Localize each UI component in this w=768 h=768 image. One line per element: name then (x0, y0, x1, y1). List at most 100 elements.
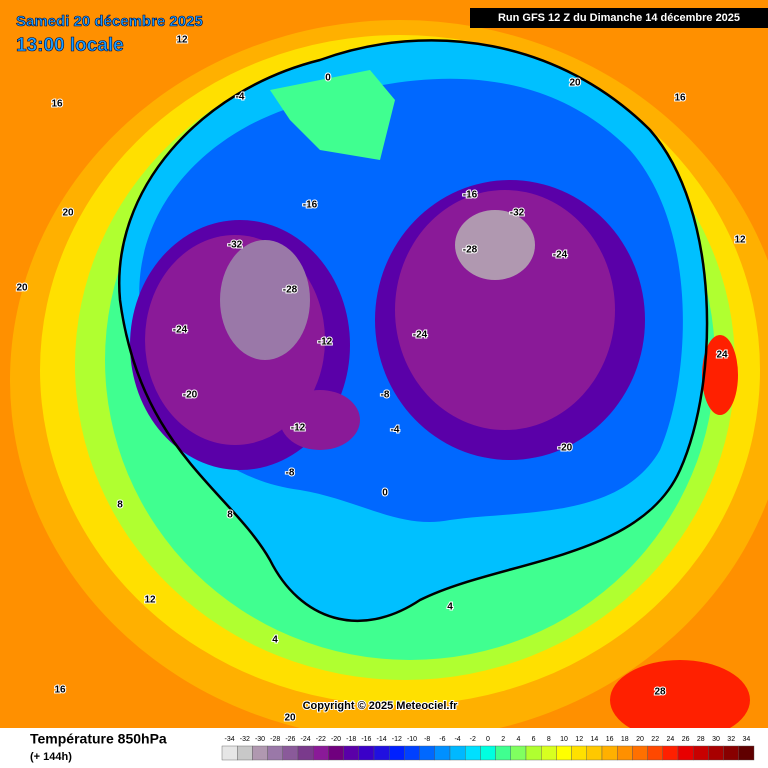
contour-label: -8 (286, 468, 295, 479)
legend-label: -28 (270, 736, 280, 743)
contour-label: 28 (654, 687, 666, 698)
legend-label: 24 (667, 736, 675, 743)
legend-swatch (267, 745, 284, 761)
legend-label: -24 (301, 736, 311, 743)
legend-swatch (313, 745, 329, 761)
contour-label: -24 (173, 325, 188, 336)
contour-label: 16 (51, 99, 63, 110)
legend-swatch (571, 745, 587, 761)
legend-swatch (556, 745, 572, 761)
legend-label: 26 (682, 736, 690, 743)
legend-swatch (632, 745, 648, 761)
legend-label: 14 (591, 736, 599, 743)
contour-label: 4 (272, 635, 278, 646)
legend-label: 16 (606, 736, 614, 743)
legend-label: 34 (743, 736, 751, 743)
legend-swatch (328, 745, 344, 761)
legend-swatch (510, 745, 527, 761)
legend-swatch (282, 745, 299, 761)
legend-swatch (449, 745, 466, 761)
contour-label: 20 (16, 283, 28, 294)
legend-label: -8 (424, 736, 430, 743)
contour-label: 20 (284, 713, 296, 724)
legend-swatch (465, 745, 481, 761)
legend-swatch (723, 745, 739, 761)
legend-swatch (343, 745, 360, 761)
contour-label: -8 (381, 390, 390, 401)
legend-swatch (693, 745, 709, 761)
legend-label: 2 (501, 736, 505, 743)
legend-label: -32 (240, 736, 250, 743)
legend-label: 32 (727, 736, 735, 743)
legend-label: -34 (225, 736, 235, 743)
legend-label: 4 (516, 736, 520, 743)
contour-labels: 0 -4 12 16 20 20 -24 -32 -28 -20 -12 -16 -24 -28 -32 -1… (15, 34, 747, 725)
legend-swatch (525, 745, 542, 761)
legend-label: -10 (407, 736, 417, 743)
legend-swatch (647, 745, 663, 761)
contour-label: -24 (553, 250, 568, 261)
legend-label: 8 (547, 736, 551, 743)
contour-label: -4 (391, 425, 400, 436)
footer-title: Température 850hPa (30, 731, 167, 747)
legend-label: -4 (454, 736, 460, 743)
iso-area (455, 210, 535, 280)
legend-label: 20 (636, 736, 644, 743)
contour-label: 12 (734, 235, 746, 246)
legend-swatch (586, 745, 603, 761)
contour-label: -32 (510, 208, 525, 219)
contour-label: 12 (176, 35, 188, 46)
contour-label: -20 (183, 390, 198, 401)
legend-swatch (358, 745, 375, 761)
legend-label: -22 (316, 736, 326, 743)
contour-label: -28 (283, 285, 298, 296)
legend-label: -14 (377, 736, 387, 743)
legend-swatch (495, 745, 512, 761)
legend-label: 12 (575, 736, 583, 743)
legend-label: 22 (651, 736, 659, 743)
contour-label: -12 (318, 337, 333, 348)
legend-label: 10 (560, 736, 568, 743)
contour-label: 8 (227, 510, 233, 521)
contour-label: 16 (674, 93, 686, 104)
contour-label: 8 (117, 500, 123, 511)
legend-swatch (221, 745, 238, 761)
legend-label: 30 (712, 736, 720, 743)
legend-swatch (541, 745, 557, 761)
legend-label: -12 (392, 736, 402, 743)
run-box (470, 8, 768, 28)
contour-label: -4 (236, 92, 245, 103)
legend-swatch (434, 745, 451, 761)
zero-isotherm (117, 39, 709, 622)
copyright: Copyright © 2025 Meteociel.fr (303, 700, 459, 712)
iso-area (270, 70, 395, 160)
legend-label: 18 (621, 736, 629, 743)
legend-label: -18 (346, 736, 356, 743)
legend-label: -6 (439, 736, 445, 743)
legend-swatch (419, 745, 436, 761)
contour-label: -16 (303, 200, 318, 211)
contour-label: 16 (54, 685, 66, 696)
legend-label: 6 (532, 736, 536, 743)
iso-area (220, 240, 310, 360)
contour-label: 20 (62, 208, 74, 219)
contour-label: -28 (463, 245, 478, 256)
temperature-map (0, 0, 768, 740)
contour-label: -12 (291, 423, 306, 434)
legend-swatch (677, 745, 694, 761)
contour-label: 20 (569, 78, 581, 89)
time-title: 13:00 locale (16, 35, 124, 56)
legend-label: -16 (361, 736, 371, 743)
contour-label: 12 (144, 595, 156, 606)
legend: -34 -32 -30 -28 -26 -24 -22 -20 -18 -16 -14 -12 -10-… (221, 736, 755, 761)
contour-label: -20 (558, 443, 573, 454)
legend-label: 0 (486, 736, 490, 743)
legend-swatch (297, 745, 314, 761)
legend-swatch (389, 745, 405, 761)
contour-label: 0 (382, 488, 388, 499)
legend-swatch (236, 745, 253, 761)
legend-swatch (617, 745, 633, 761)
contour-label: -32 (228, 240, 243, 251)
